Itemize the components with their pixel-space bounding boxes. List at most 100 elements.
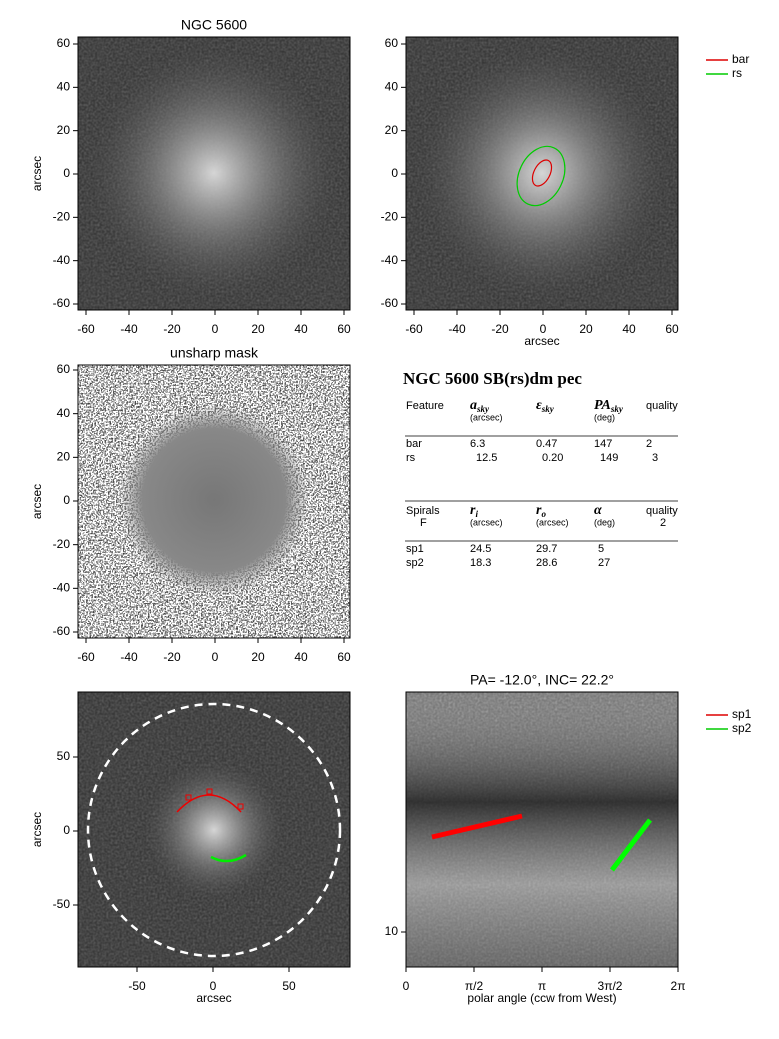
table-cell: 147 (594, 438, 612, 450)
y-tick-label: 0 (63, 823, 70, 837)
table-title: NGC 5600 SB(rs)dm pec (403, 369, 582, 388)
column-header: PAsky (594, 398, 624, 414)
y-tick-label: 60 (385, 36, 399, 50)
table-cell: 18.3 (470, 557, 491, 569)
column-header: ro (536, 503, 546, 519)
header-subscript: sky (476, 404, 490, 414)
galaxy-glow (144, 760, 284, 900)
x-tick-label: 60 (337, 322, 351, 336)
column-header: quality (646, 505, 678, 517)
table-cell: 0.20 (542, 452, 563, 464)
column-header: quality (646, 400, 678, 412)
header-unit: 2 (660, 517, 666, 529)
header-subscript: sky (610, 404, 624, 414)
header-unit: F (420, 517, 427, 529)
header-name: r (536, 503, 542, 518)
header-subscript: i (475, 509, 478, 519)
table-cell: 149 (600, 452, 618, 464)
x-tick-label: 3π/2 (598, 979, 623, 993)
y-tick-label: 40 (385, 80, 399, 94)
sp1-marker (206, 788, 213, 795)
y-tick-label: -60 (381, 296, 399, 310)
y-tick-label: -20 (53, 537, 71, 551)
bar-ellipse (531, 159, 553, 187)
y-tick-label: -60 (53, 624, 71, 638)
panel-title: unsharp mask (170, 345, 259, 361)
y-tick-label: -20 (381, 210, 399, 224)
images (78, 37, 678, 967)
sp1-fit (431, 813, 523, 840)
legend-label: rs (732, 66, 742, 80)
header-subscript: o (541, 509, 546, 519)
x-tick-label: 40 (294, 650, 308, 664)
panel-frame (77, 691, 351, 968)
column-header: α (594, 503, 602, 518)
legend-label: sp2 (732, 721, 752, 735)
x-tick-label: 60 (665, 322, 679, 336)
table-cell: 12.5 (476, 452, 497, 464)
x-axis-label: arcsec (524, 334, 559, 348)
x-tick-label: π (538, 979, 546, 993)
rs-ellipse (516, 145, 566, 207)
y-tick-label: 0 (63, 166, 70, 180)
panel-title: NGC 5600 (181, 17, 247, 33)
x-tick-label: 60 (337, 650, 351, 664)
header-name: ε (536, 398, 542, 413)
x-tick-label: 20 (251, 322, 265, 336)
x-axis-label: arcsec (196, 991, 231, 1005)
header-unit: (deg) (594, 517, 615, 527)
y-axis-label: arcsec (30, 812, 44, 847)
header-unit: (arcsec) (536, 517, 569, 527)
header-name: Spirals (406, 505, 440, 517)
x-tick-label: 50 (282, 979, 296, 993)
y-axis-label: arcsec (30, 156, 44, 191)
y-tick-label: 40 (57, 406, 71, 420)
outer-circle (86, 702, 342, 958)
y-tick-label: 0 (391, 166, 398, 180)
y-tick-label: -40 (53, 253, 71, 267)
legend-label: sp1 (732, 707, 752, 721)
sp1-marker (185, 794, 192, 801)
table-cell: bar (406, 438, 422, 450)
x-tick-label: -50 (128, 979, 146, 993)
y-tick-label: 40 (57, 80, 71, 94)
x-axis-label: polar angle (ccw from West) (467, 991, 616, 1005)
table-cell: rs (406, 452, 416, 464)
table-cell: 6.3 (470, 438, 485, 450)
sp2-arc (210, 853, 247, 863)
x-tick-label: 0 (540, 322, 547, 336)
column-header: ri (470, 503, 478, 519)
x-tick-label: 40 (622, 322, 636, 336)
header-name: quality (646, 505, 678, 517)
x-tick-label: 0 (212, 322, 219, 336)
x-tick-label: 0 (210, 979, 217, 993)
x-tick-label: -60 (77, 650, 95, 664)
x-tick-label: 0 (212, 650, 219, 664)
x-tick-label: 0 (403, 979, 410, 993)
column-header: Spirals (406, 505, 440, 517)
x-tick-label: π/2 (465, 979, 484, 993)
mask-disk (119, 405, 309, 595)
y-tick-label: 0 (63, 493, 70, 507)
y-tick-label: 20 (57, 123, 71, 137)
header-name: r (470, 503, 476, 518)
x-tick-label: -60 (405, 322, 423, 336)
y-tick-label: -60 (53, 296, 71, 310)
y-tick-label: -40 (53, 581, 71, 595)
legend-label: bar (732, 52, 749, 66)
x-tick-label: -20 (491, 322, 509, 336)
x-tick-label: -40 (120, 322, 138, 336)
y-tick-label: -50 (53, 897, 71, 911)
x-tick-label: 20 (251, 650, 265, 664)
sp1-marker (237, 803, 244, 810)
table-cell: 27 (598, 557, 610, 569)
x-tick-label: -20 (163, 650, 181, 664)
table-cell: 5 (598, 543, 604, 555)
header-name: quality (646, 400, 678, 412)
header-name: PA (594, 398, 611, 413)
x-tick-label: -40 (448, 322, 466, 336)
table-cell: sp1 (406, 543, 424, 555)
y-tick-label: -20 (53, 210, 71, 224)
header-unit: (arcsec) (470, 412, 503, 422)
